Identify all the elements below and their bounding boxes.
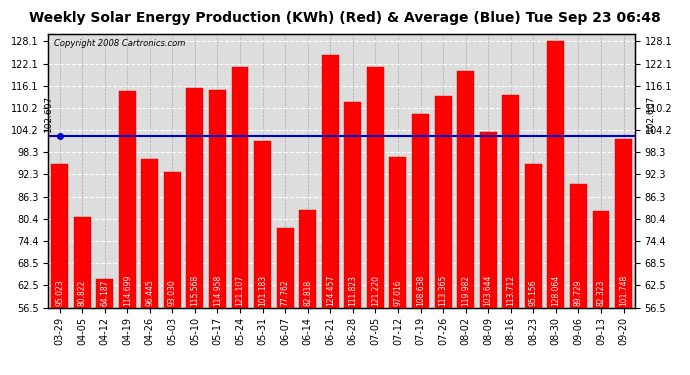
- Text: 124.457: 124.457: [326, 274, 335, 306]
- Text: Weekly Solar Energy Production (KWh) (Red) & Average (Blue) Tue Sep 23 06:48: Weekly Solar Energy Production (KWh) (Re…: [29, 11, 661, 25]
- Bar: [593, 211, 609, 308]
- Bar: [209, 90, 226, 308]
- Text: 121.220: 121.220: [371, 274, 380, 306]
- Bar: [480, 132, 497, 308]
- Text: 111.823: 111.823: [348, 274, 357, 306]
- Text: 113.365: 113.365: [439, 274, 448, 306]
- Text: 121.107: 121.107: [235, 274, 244, 306]
- Text: 108.638: 108.638: [416, 274, 425, 306]
- Bar: [96, 279, 113, 308]
- Text: 95.023: 95.023: [55, 279, 64, 306]
- Bar: [570, 184, 587, 308]
- Text: 114.958: 114.958: [213, 274, 222, 306]
- Bar: [344, 102, 362, 308]
- Text: 128.064: 128.064: [551, 274, 560, 306]
- Text: 113.712: 113.712: [506, 274, 515, 306]
- Text: 101.183: 101.183: [258, 274, 267, 306]
- Text: 95.156: 95.156: [529, 279, 538, 306]
- Bar: [164, 172, 181, 308]
- Text: 82.818: 82.818: [303, 279, 312, 306]
- Text: 80.822: 80.822: [78, 279, 87, 306]
- Bar: [119, 91, 136, 308]
- Text: 102.607: 102.607: [43, 95, 53, 132]
- Text: 82.323: 82.323: [596, 279, 605, 306]
- Bar: [435, 96, 451, 308]
- Bar: [141, 159, 158, 308]
- Text: 115.568: 115.568: [190, 274, 199, 306]
- Text: 97.016: 97.016: [393, 279, 402, 306]
- Text: 119.982: 119.982: [461, 274, 470, 306]
- Bar: [502, 95, 519, 308]
- Text: 89.729: 89.729: [574, 279, 583, 306]
- Text: 114.699: 114.699: [123, 274, 132, 306]
- Bar: [254, 141, 271, 308]
- Bar: [299, 210, 316, 308]
- Text: 102.607: 102.607: [646, 95, 655, 132]
- Bar: [457, 71, 474, 308]
- Bar: [51, 164, 68, 308]
- Text: 103.644: 103.644: [484, 274, 493, 306]
- Bar: [389, 157, 406, 308]
- Text: 77.762: 77.762: [281, 279, 290, 306]
- Bar: [525, 164, 542, 308]
- Bar: [367, 67, 384, 308]
- Text: 64.187: 64.187: [100, 279, 109, 306]
- Bar: [74, 217, 90, 308]
- Text: 101.748: 101.748: [619, 274, 628, 306]
- Text: Copyright 2008 Cartronics.com: Copyright 2008 Cartronics.com: [55, 39, 186, 48]
- Bar: [615, 139, 632, 308]
- Bar: [232, 67, 248, 308]
- Bar: [547, 41, 564, 308]
- Text: 96.445: 96.445: [146, 279, 155, 306]
- Text: 93.030: 93.030: [168, 279, 177, 306]
- Bar: [277, 228, 294, 308]
- Bar: [322, 55, 339, 308]
- Bar: [412, 114, 429, 308]
- Bar: [186, 88, 204, 308]
